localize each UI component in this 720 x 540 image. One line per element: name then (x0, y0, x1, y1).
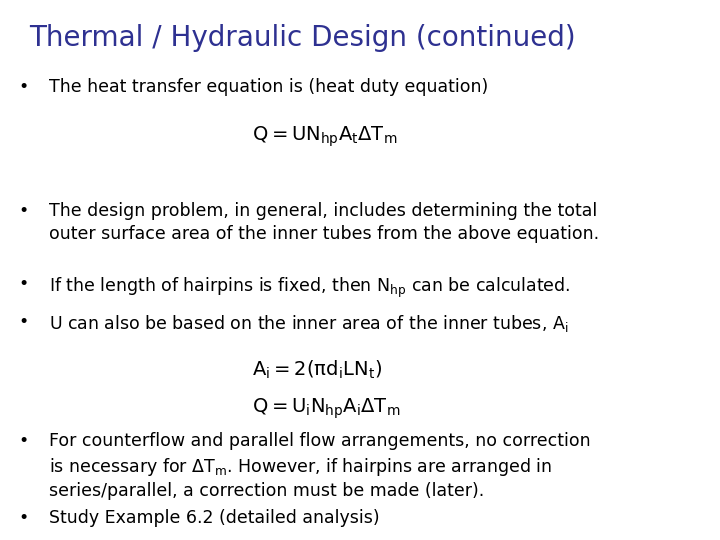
Text: •: • (18, 78, 28, 96)
Text: The heat transfer equation is (heat duty equation): The heat transfer equation is (heat duty… (49, 78, 488, 96)
Text: $\mathregular{Q = U_i N_{hp} A_i \Delta T_m}$: $\mathregular{Q = U_i N_{hp} A_i \Delta … (252, 397, 400, 421)
Text: $\mathregular{A_i = 2(\pi d_i LN_t)}$: $\mathregular{A_i = 2(\pi d_i LN_t)}$ (252, 359, 382, 381)
Text: Study Example 6.2 (detailed analysis): Study Example 6.2 (detailed analysis) (49, 509, 379, 526)
Text: •: • (18, 202, 28, 220)
Text: •: • (18, 432, 28, 450)
Text: U can also be based on the inner area of the inner tubes, A$_\mathregular{i}$: U can also be based on the inner area of… (49, 313, 568, 334)
Text: •: • (18, 275, 28, 293)
Text: $\mathregular{Q = UN_{hp}A_t\Delta T_m}$: $\mathregular{Q = UN_{hp}A_t\Delta T_m}$ (252, 124, 397, 148)
Text: •: • (18, 509, 28, 526)
Text: Thermal / Hydraulic Design (continued): Thermal / Hydraulic Design (continued) (29, 24, 575, 52)
Text: If the length of hairpins is fixed, then N$_\mathregular{hp}$ can be calculated.: If the length of hairpins is fixed, then… (49, 275, 570, 300)
Text: For counterflow and parallel flow arrangements, no correction
is necessary for Δ: For counterflow and parallel flow arrang… (49, 432, 590, 501)
Text: The design problem, in general, includes determining the total
outer surface are: The design problem, in general, includes… (49, 202, 599, 244)
Text: •: • (18, 313, 28, 331)
